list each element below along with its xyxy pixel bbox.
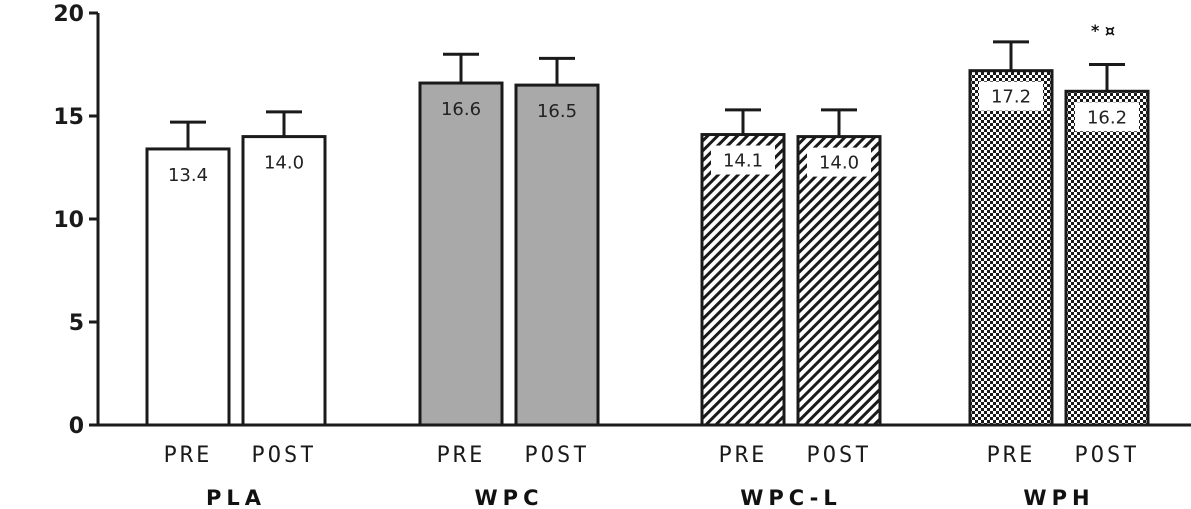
value-label-wpc-post: 16.5 bbox=[537, 101, 577, 122]
group-label-pla: PLA bbox=[206, 486, 266, 509]
bar-wph-post bbox=[1064, 89, 1150, 427]
period-label-pla-pre: PRE bbox=[164, 443, 213, 468]
period-label-wpc-l-post: POST bbox=[807, 443, 872, 468]
period-label-pla-post: POST bbox=[252, 443, 317, 468]
labels: 0 5 10 15 20 13.4 PRE 14.0 POST PLA 16.6 PRE 16.5 POS… bbox=[53, 2, 1140, 509]
bar-wpc-post bbox=[514, 83, 600, 427]
y-tick-label-5: 5 bbox=[69, 311, 84, 336]
group-label-wph: WPH bbox=[1023, 486, 1094, 509]
value-label-wpc-l-post: 14.0 bbox=[819, 153, 859, 174]
value-label-wph-pre: 17.2 bbox=[991, 87, 1031, 108]
period-label-wpc-l-pre: PRE bbox=[719, 443, 768, 468]
significance-annotation: * ¤ bbox=[1091, 21, 1115, 40]
bar-wph-pre bbox=[968, 69, 1054, 427]
value-label-wpc-l-pre: 14.1 bbox=[723, 151, 763, 172]
bar-wpc-l-pre bbox=[700, 133, 786, 427]
bar-pla-pre bbox=[145, 147, 231, 427]
period-label-wpc-post: POST bbox=[525, 443, 590, 468]
bar-pla-post bbox=[241, 135, 327, 427]
value-label-bg-wpc-l-pre bbox=[711, 145, 775, 175]
value-label-pla-post: 14.0 bbox=[264, 153, 304, 174]
value-label-wph-post: 16.2 bbox=[1087, 107, 1127, 128]
period-label-wph-post: POST bbox=[1075, 443, 1140, 468]
y-tick-label-15: 15 bbox=[53, 105, 84, 130]
y-tick-label-10: 10 bbox=[53, 208, 84, 233]
bar-wpc-pre bbox=[418, 81, 504, 427]
y-tick-label-20: 20 bbox=[53, 2, 84, 27]
value-label-bg-wph-post bbox=[1075, 102, 1139, 132]
period-label-wph-pre: PRE bbox=[987, 443, 1036, 468]
y-tick-label-0: 0 bbox=[69, 414, 84, 439]
group-label-wpc-l: WPC-L bbox=[740, 486, 842, 509]
bars bbox=[145, 40, 1150, 427]
value-label-pla-pre: 13.4 bbox=[168, 165, 208, 186]
group-label-wpc: WPC bbox=[475, 486, 544, 509]
period-label-wpc-pre: PRE bbox=[437, 443, 486, 468]
bar-wpc-l-post bbox=[796, 135, 882, 427]
value-label-wpc-pre: 16.6 bbox=[441, 99, 481, 120]
value-label-bg-wph-pre bbox=[979, 81, 1043, 111]
value-label-bg-wpc-l-post bbox=[807, 147, 871, 177]
